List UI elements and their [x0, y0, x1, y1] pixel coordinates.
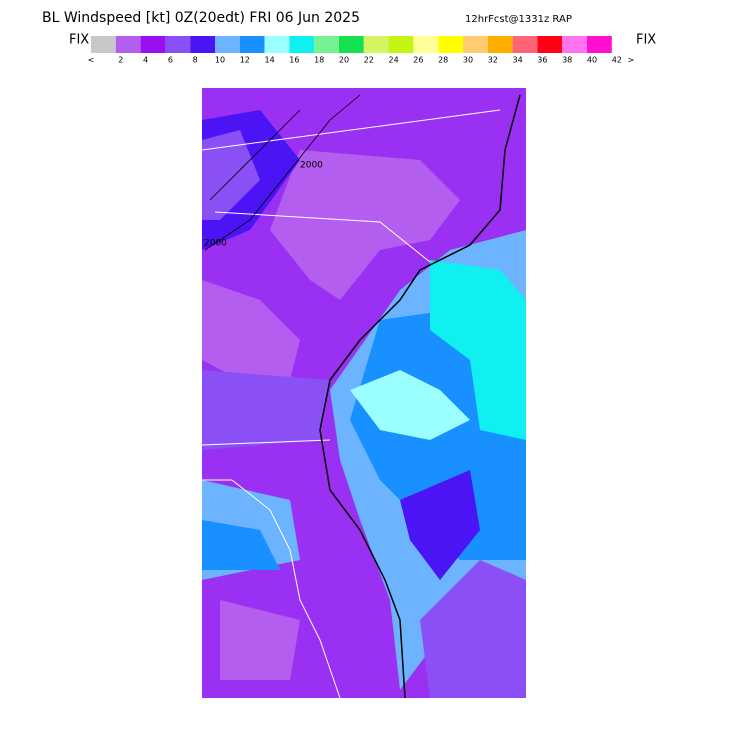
colorbar-label: <: [88, 56, 95, 65]
colorbar-label: 22: [364, 56, 374, 65]
colorbar-label: 14: [265, 56, 275, 65]
subtitle: 12hrFcst@1331z RAP: [465, 14, 572, 25]
color-box: [587, 36, 612, 53]
color-box: [413, 36, 439, 53]
color-box: [165, 36, 191, 53]
color-box: [537, 36, 563, 53]
color-box: [215, 36, 240, 53]
color-box: [438, 36, 463, 53]
colorbar-label: 28: [438, 56, 448, 65]
color-box: [115, 36, 141, 53]
colorbar-label: 8: [193, 56, 198, 65]
color-box: [190, 36, 215, 53]
color-box: [562, 36, 587, 53]
colorbar-label: 12: [240, 56, 250, 65]
color-box: [463, 36, 488, 53]
color-box: [512, 36, 538, 53]
colorbar: <2 4 6 8 10 12 14 16 18 20 22 24 26 28 30 32 34 36 38 40 42 >: [88, 36, 634, 65]
color-box: [264, 36, 290, 53]
colorbar-label: 6: [168, 56, 173, 65]
colorbar-label: 36: [537, 56, 547, 65]
map: 2000 2000: [202, 88, 526, 698]
colorbar-label: 18: [314, 56, 324, 65]
color-box: [239, 36, 265, 53]
legend-right-label: FIX: [636, 33, 656, 48]
colorbar-label: 24: [389, 56, 399, 65]
colorbar-label: 10: [215, 56, 225, 65]
color-box: [388, 36, 414, 53]
colorbar-label: 26: [413, 56, 423, 65]
colorbar-label: 32: [488, 56, 498, 65]
color-box: [140, 36, 166, 53]
color-box: [487, 36, 513, 53]
colorbar-label: 20: [339, 56, 349, 65]
colorbar-label: 2: [118, 56, 123, 65]
contour-label: 2000: [204, 239, 227, 249]
colorbar-label: 30: [463, 56, 473, 65]
color-box: [363, 36, 389, 53]
title: BL Windspeed [kt] 0Z(20edt) FRI 06 Jun 2…: [42, 10, 360, 26]
legend-left-label: FIX: [69, 33, 89, 48]
colorbar-label: 4: [143, 56, 148, 65]
colorbar-label: 38: [562, 56, 572, 65]
colorbar-label: 16: [289, 56, 299, 65]
colorbar-label: 42: [612, 56, 622, 65]
colorbar-label: >: [627, 56, 634, 65]
color-box: [314, 36, 339, 53]
contour-label: 2000: [300, 161, 323, 171]
color-box: [339, 36, 364, 53]
color-box: [289, 36, 315, 53]
color-box: [91, 36, 116, 53]
colorbar-label: 34: [513, 56, 523, 65]
colorbar-label: 40: [587, 56, 597, 65]
